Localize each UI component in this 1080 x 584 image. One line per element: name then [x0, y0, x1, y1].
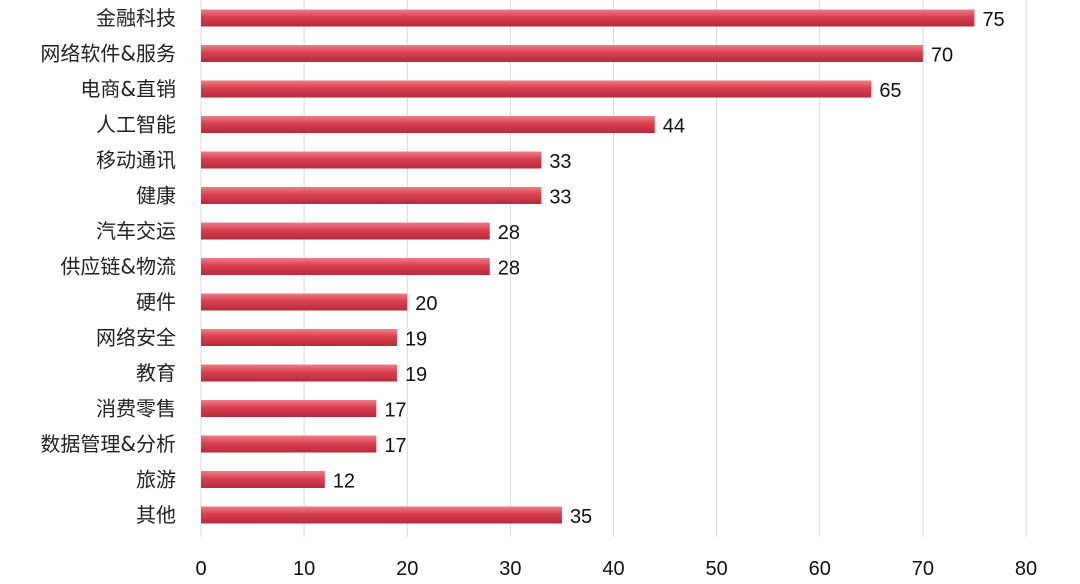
category-label-1: 网络软件&服务 — [40, 42, 176, 66]
bar-9 — [201, 329, 397, 346]
bars — [201, 9, 975, 524]
x-tick-label-60: 60 — [809, 558, 831, 580]
value-label-14: 35 — [570, 506, 592, 528]
bar-2 — [201, 80, 872, 98]
x-tick-label-40: 40 — [602, 558, 624, 580]
value-label-11: 17 — [384, 400, 406, 422]
value-label-6: 28 — [498, 222, 520, 244]
x-tick-label-0: 0 — [195, 558, 206, 580]
x-tick-label-80: 80 — [1015, 558, 1037, 580]
bar-3 — [201, 116, 655, 133]
value-label-7: 28 — [498, 258, 520, 280]
value-label-9: 19 — [405, 329, 427, 351]
bar-0 — [201, 9, 975, 27]
bar-4 — [201, 151, 542, 169]
x-tick-label-10: 10 — [293, 558, 315, 580]
category-label-4: 移动通讯 — [96, 148, 176, 172]
x-axis-ticks: 0 10 20 30 40 50 60 70 80 — [195, 558, 1037, 580]
category-label-5: 健康 — [136, 184, 176, 208]
value-label-10: 19 — [405, 364, 427, 386]
value-label-0: 75 — [982, 9, 1004, 31]
category-label-12: 数据管理&分析 — [40, 432, 176, 456]
x-tick-label-20: 20 — [396, 558, 418, 580]
x-tick-label-70: 70 — [912, 558, 934, 580]
bar-8 — [201, 293, 408, 311]
x-tick-label-30: 30 — [499, 558, 521, 580]
value-label-1: 70 — [931, 45, 953, 67]
value-label-5: 33 — [549, 187, 571, 209]
bar-14 — [201, 506, 562, 524]
bar-6 — [201, 222, 490, 240]
value-label-2: 65 — [879, 80, 901, 102]
category-label-0: 金融科技 — [96, 6, 176, 30]
category-label-9: 网络安全 — [96, 326, 176, 350]
bar-5 — [201, 187, 542, 204]
category-labels: 金融科技网络软件&服务电商&直销人工智能移动通讯健康汽车交运供应链&物流硬件网络… — [40, 6, 176, 527]
value-label-3: 44 — [663, 116, 685, 138]
category-label-3: 人工智能 — [96, 113, 176, 137]
category-label-8: 硬件 — [136, 290, 176, 314]
bar-11 — [201, 400, 377, 417]
category-label-6: 汽车交运 — [96, 219, 176, 243]
category-label-11: 消费零售 — [96, 397, 176, 421]
value-label-12: 17 — [384, 435, 406, 457]
category-label-7: 供应链&物流 — [60, 255, 176, 279]
bar-13 — [201, 471, 325, 488]
category-label-10: 教育 — [136, 361, 176, 385]
category-label-2: 电商&直销 — [80, 77, 176, 101]
value-labels: 75 70 65 44 33 33 28 28 20 19 19 17 17 12 35 — [333, 9, 1005, 528]
value-label-4: 33 — [549, 151, 571, 173]
bar-1 — [201, 45, 923, 62]
bar-7 — [201, 258, 490, 275]
value-label-8: 20 — [415, 293, 437, 315]
bar-12 — [201, 435, 377, 453]
category-label-14: 其他 — [136, 503, 176, 527]
category-label-13: 旅游 — [136, 468, 176, 492]
bar-10 — [201, 364, 397, 382]
x-tick-label-50: 50 — [706, 558, 728, 580]
value-label-13: 12 — [333, 471, 355, 493]
